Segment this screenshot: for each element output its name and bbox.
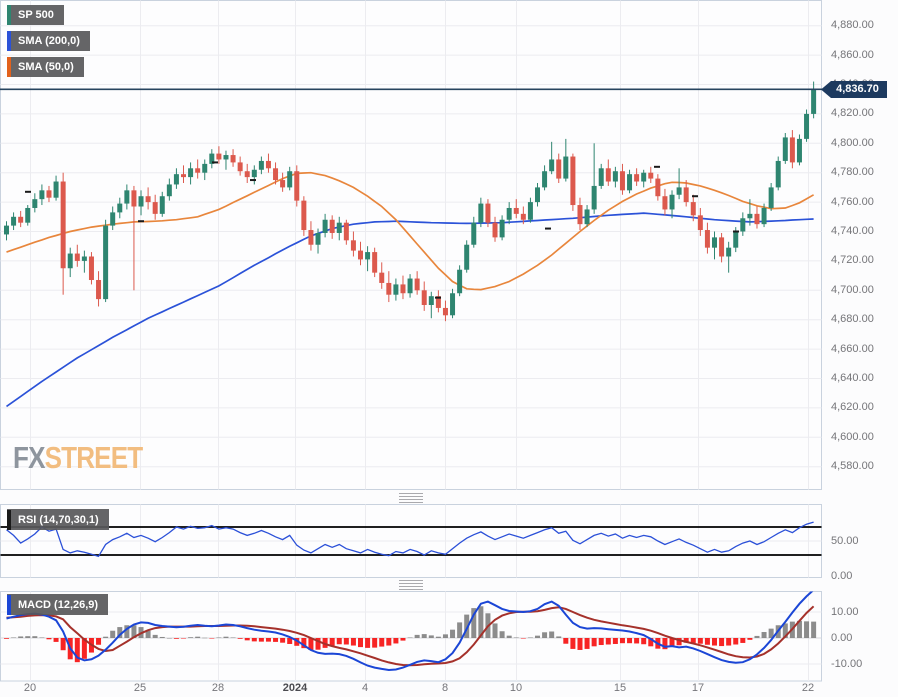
x-axis-tick: 4	[361, 682, 369, 694]
price-axis-tick: 4,760.00	[831, 195, 874, 208]
x-axis-tick: 22	[801, 682, 815, 694]
macd-axis-tick: -10.00	[831, 657, 863, 670]
price-axis-tick: 4,600.00	[831, 430, 874, 443]
panel-resize-handle-macd[interactable]	[399, 580, 423, 590]
x-axis-tick: 17	[691, 682, 705, 694]
x-axis-tick: 8	[441, 682, 449, 694]
sma200-line	[6, 212, 814, 408]
price-axis-tick: 4,580.00	[831, 460, 874, 473]
legend-item-sp500[interactable]: SP 500	[7, 5, 64, 25]
macd-indicator-label[interactable]: MACD (12,26,9)	[7, 594, 109, 615]
sp500-color-chip	[7, 5, 11, 25]
x-axis-tick: 25	[133, 682, 147, 694]
x-axis-tick: 15	[613, 682, 627, 694]
macd-series	[4, 591, 817, 672]
watermark-street: STREET	[44, 440, 144, 475]
rsi-line	[6, 521, 814, 558]
legend-item-sma200[interactable]: SMA (200,0)	[7, 31, 90, 51]
panel-resize-handle-rsi[interactable]	[399, 493, 423, 503]
price-axis-tick: 4,820.00	[831, 107, 874, 120]
x-axis-tick: 20	[23, 682, 37, 694]
price-axis-tick: 4,880.00	[831, 19, 874, 32]
price-axis-tick: 4,700.00	[831, 283, 874, 296]
main-series	[4, 81, 817, 408]
x-axis-tick: 10	[509, 682, 523, 694]
macd-axis-tick: 0.00	[831, 631, 853, 644]
price-axis-tick: 4,740.00	[831, 225, 874, 237]
rsi-indicator-label[interactable]: RSI (14,70,30,1)	[7, 509, 109, 530]
last-price-badge: 4,836.70	[821, 81, 887, 98]
legend-item-sma50[interactable]: SMA (50,0)	[7, 57, 84, 77]
price-axis-tick: 4,640.00	[831, 372, 874, 384]
sma50-color-chip	[7, 57, 11, 77]
fxstreet-watermark: FXSTREET	[13, 440, 144, 476]
price-axis-tick: 4,800.00	[831, 136, 874, 149]
gridlines	[0, 0, 822, 681]
rsi-axis-tick: 0.00	[831, 569, 853, 582]
legend-label: SP 500	[18, 9, 54, 21]
price-axis-tick: 4,620.00	[831, 401, 874, 414]
x-axis-tick: 2024	[282, 682, 308, 694]
macd-legend-chip	[7, 594, 11, 615]
rsi-axis-tick: 50.00	[831, 534, 859, 547]
sma200-color-chip	[7, 31, 11, 51]
legend: SP 500 SMA (200,0) SMA (50,0)	[7, 5, 90, 83]
legend-label: SMA (200,0)	[18, 35, 80, 47]
rsi-label-text: RSI (14,70,30,1)	[18, 513, 99, 526]
price-axis-tick: 4,680.00	[831, 313, 874, 326]
legend-label: SMA (50,0)	[18, 61, 74, 73]
macd-label-text: MACD (12,26,9)	[18, 598, 99, 611]
price-axis-tick: 4,660.00	[831, 342, 874, 355]
price-axis-tick: 4,720.00	[831, 254, 874, 267]
watermark-fx: FX	[13, 440, 45, 475]
rsi-legend-chip	[7, 509, 11, 530]
price-axis-tick: 4,780.00	[831, 166, 874, 179]
rsi-series	[0, 521, 822, 558]
candles	[4, 81, 817, 322]
macd-axis-tick: 10.00	[831, 605, 859, 618]
price-axis-tick: 4,860.00	[831, 48, 874, 61]
macd-line	[6, 591, 814, 672]
x-axis-tick: 28	[211, 682, 225, 694]
